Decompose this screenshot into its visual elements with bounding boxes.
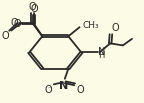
Text: O: O — [76, 85, 84, 95]
Text: ⁺: ⁺ — [67, 80, 71, 89]
Text: O: O — [112, 23, 119, 33]
Text: CH₃: CH₃ — [82, 21, 99, 30]
Text: ⁻: ⁻ — [47, 85, 51, 94]
Text: H: H — [98, 51, 104, 60]
Text: N: N — [98, 47, 105, 57]
Text: O: O — [44, 85, 52, 95]
Text: O: O — [29, 2, 36, 12]
Text: O: O — [14, 19, 21, 29]
Text: O: O — [11, 18, 18, 28]
Text: O: O — [1, 31, 9, 41]
Text: N: N — [59, 81, 69, 91]
Text: O: O — [30, 4, 38, 14]
